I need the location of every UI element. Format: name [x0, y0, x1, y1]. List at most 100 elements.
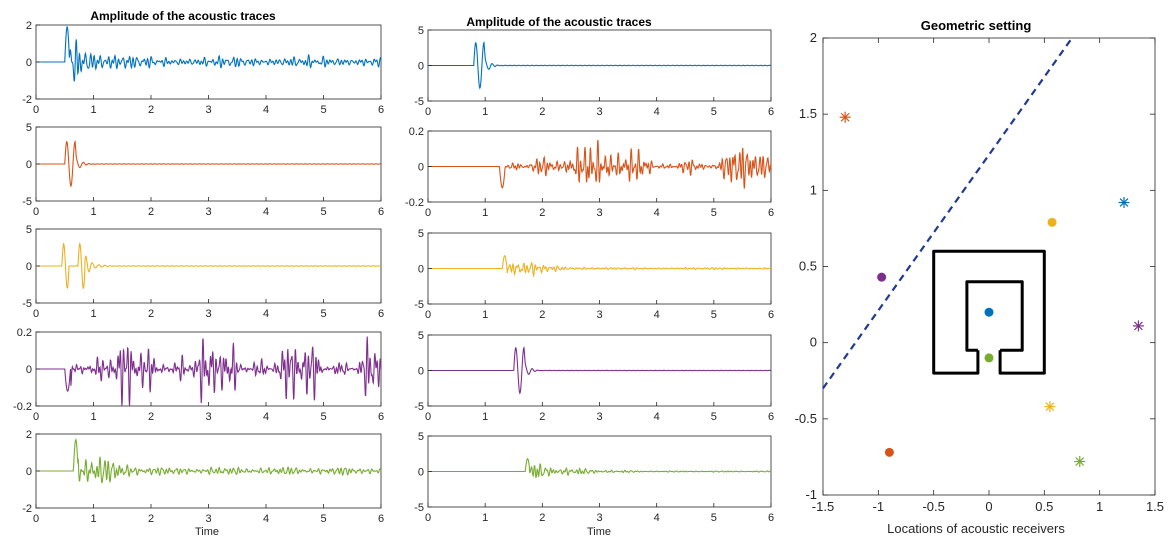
middle-xtick-label: 0 [425, 411, 431, 423]
middle-xtick-label: 5 [711, 512, 717, 524]
left-xtick-label: 5 [320, 104, 326, 116]
middle-ytick-label: 0 [418, 162, 424, 174]
middle-trace-line-4 [428, 346, 772, 395]
left-xtick-label: 1 [90, 308, 96, 320]
middle-subplot-2: -0.200.20 1 2 3 4 5 6 [405, 126, 774, 219]
receiver-star-stroke [1119, 198, 1129, 207]
left-xtick-label: 4 [263, 308, 269, 320]
middle-ytick-label: 5 [418, 25, 424, 37]
receiver-star-stroke [1045, 402, 1055, 412]
middle-xtick-label: 5 [711, 106, 717, 118]
middle-xtick-label: 4 [654, 106, 660, 118]
geometric-setting-xlabel: Locations of acoustic receivers [887, 521, 1065, 536]
left-ytick-label: 2 [26, 20, 32, 32]
middle-xtick-label: 6 [768, 309, 774, 321]
middle-xtick-label: 6 [768, 106, 774, 118]
middle-xtick-label: 2 [539, 309, 545, 321]
middle-xtick-label: 5 [711, 309, 717, 321]
middle-xtick-label: 5 [711, 411, 717, 423]
receiver-star-stroke [1134, 321, 1143, 331]
left-ytick-label: -2 [22, 94, 32, 106]
source-dot-9 [984, 353, 994, 363]
geo-xtick-label: 0 [985, 499, 992, 514]
receiver-star-2 [1118, 197, 1130, 209]
geo-ytick-label: 0 [810, 335, 817, 350]
left-xtick-label: 1 [90, 104, 96, 116]
middle-xtick-label: 0 [425, 106, 431, 118]
middle-trace-line-1 [428, 41, 772, 90]
middle-trace-line-5 [428, 458, 772, 479]
middle-xtick-label: 4 [654, 411, 660, 423]
middle-xtick-label: 0 [425, 207, 431, 219]
left-ytick-label: 5 [26, 122, 32, 134]
left-xtick-label: 1 [90, 411, 96, 423]
geo-ytick-label: 1.5 [799, 106, 817, 121]
obstacle-inner-wall [965, 280, 1024, 352]
middle-xtick-label: 2 [539, 106, 545, 118]
left-xtick-label: 3 [205, 411, 211, 423]
left-xtick-label: 0 [33, 104, 39, 116]
left-xtick-label: 4 [263, 104, 269, 116]
middle-xtick-label: 2 [539, 512, 545, 524]
middle-xtick-label: 4 [654, 207, 660, 219]
geometric-setting-panel: -1-0.500.511.52-1.5 -1 -0.5 0 0.5 1 1.5 [795, 30, 1164, 514]
source-dot-10 [884, 447, 894, 457]
left-xtick-label: 3 [205, 206, 211, 218]
left-xtick-label: 5 [320, 308, 326, 320]
middle-ytick-label: -5 [414, 502, 424, 514]
middle-xtick-label: 1 [482, 512, 488, 524]
left-ytick-label: 0 [26, 466, 32, 478]
middle-ytick-label: 5 [418, 431, 424, 443]
middle-column-xlabel: Time [587, 526, 611, 538]
left-ytick-label: -5 [22, 298, 32, 310]
left-xtick-label: 4 [263, 206, 269, 218]
middle-xtick-label: 3 [596, 106, 602, 118]
left-xtick-label: 6 [378, 104, 384, 116]
middle-xtick-label: 0 [425, 309, 431, 321]
middle-xtick-label: 3 [596, 207, 602, 219]
middle-ytick-label: 0 [418, 467, 424, 479]
left-xtick-label: 0 [33, 411, 39, 423]
middle-ytick-label: 0.2 [409, 126, 424, 138]
geo-xtick-label: -1.5 [812, 499, 834, 514]
left-xtick-label: 3 [205, 104, 211, 116]
left-column-title: Amplitude of the acoustic traces [90, 9, 276, 23]
middle-xtick-label: 4 [654, 309, 660, 321]
left-xtick-label: 3 [205, 513, 211, 525]
obstacle-outer-wall [932, 249, 1046, 375]
middle-xtick-label: 2 [539, 207, 545, 219]
left-xtick-label: 2 [148, 411, 154, 423]
left-xtick-label: 5 [320, 206, 326, 218]
geo-xtick-label: 1.5 [1146, 499, 1164, 514]
middle-xtick-label: 6 [768, 411, 774, 423]
receiver-star-4 [1044, 401, 1056, 413]
left-column-xlabel: Time [195, 526, 219, 538]
left-xtick-label: 6 [378, 206, 384, 218]
left-trace-line-2 [36, 140, 382, 188]
left-ytick-label: -0.2 [13, 401, 32, 413]
middle-ytick-label: 5 [418, 228, 424, 240]
middle-xtick-label: 6 [768, 207, 774, 219]
left-xtick-label: 1 [90, 513, 96, 525]
left-ytick-label: -5 [22, 196, 32, 208]
left-xtick-label: 5 [320, 411, 326, 423]
middle-xtick-label: 3 [596, 512, 602, 524]
geometric-setting-title: Geometric setting [921, 18, 1032, 33]
left-xtick-label: 0 [33, 513, 39, 525]
middle-ytick-label: -0.2 [405, 197, 424, 209]
middle-ytick-label: 0 [418, 264, 424, 276]
left-xtick-label: 6 [378, 411, 384, 423]
left-xtick-label: 2 [148, 206, 154, 218]
left-ytick-label: 0.2 [17, 327, 32, 339]
middle-xtick-label: 0 [425, 512, 431, 524]
middle-xtick-label: 3 [596, 411, 602, 423]
